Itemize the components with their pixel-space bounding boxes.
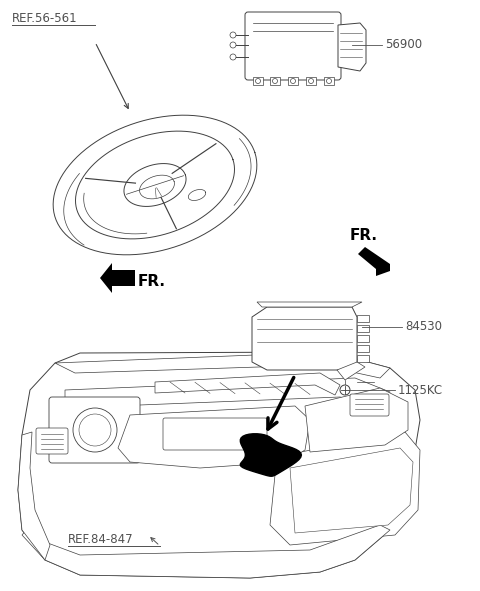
- FancyBboxPatch shape: [49, 397, 140, 463]
- Circle shape: [309, 79, 313, 83]
- Circle shape: [230, 32, 236, 38]
- Circle shape: [290, 79, 296, 83]
- Polygon shape: [118, 406, 310, 468]
- Text: 1125KC: 1125KC: [398, 384, 443, 397]
- Polygon shape: [18, 432, 50, 560]
- Polygon shape: [270, 432, 420, 545]
- Text: REF.84-847: REF.84-847: [68, 533, 133, 546]
- Polygon shape: [65, 378, 390, 408]
- FancyBboxPatch shape: [350, 394, 389, 416]
- Circle shape: [340, 385, 350, 395]
- Polygon shape: [55, 352, 390, 378]
- Bar: [357, 335, 369, 342]
- Bar: [357, 345, 369, 352]
- Polygon shape: [358, 247, 390, 276]
- Circle shape: [255, 79, 261, 83]
- FancyBboxPatch shape: [36, 428, 68, 454]
- Circle shape: [230, 42, 236, 48]
- Text: 84530: 84530: [405, 320, 442, 333]
- Bar: [288, 77, 298, 85]
- Polygon shape: [155, 373, 340, 395]
- Polygon shape: [22, 525, 390, 578]
- Bar: [253, 77, 263, 85]
- Polygon shape: [18, 352, 420, 578]
- Polygon shape: [338, 23, 366, 71]
- Polygon shape: [290, 448, 413, 533]
- Bar: [357, 315, 369, 322]
- FancyBboxPatch shape: [245, 12, 341, 80]
- Bar: [324, 77, 334, 85]
- Polygon shape: [240, 434, 301, 476]
- Polygon shape: [257, 302, 362, 307]
- Circle shape: [230, 54, 236, 60]
- Bar: [357, 325, 369, 332]
- Polygon shape: [305, 388, 408, 452]
- Text: REF.56-561: REF.56-561: [12, 12, 78, 25]
- FancyBboxPatch shape: [163, 418, 267, 450]
- Bar: [357, 355, 369, 362]
- Polygon shape: [337, 362, 365, 380]
- Circle shape: [79, 414, 111, 446]
- Bar: [306, 77, 316, 85]
- Polygon shape: [252, 307, 357, 370]
- Text: FR.: FR.: [138, 274, 166, 290]
- Bar: [270, 77, 280, 85]
- Circle shape: [326, 79, 332, 83]
- Text: FR.: FR.: [350, 229, 378, 243]
- Circle shape: [273, 79, 277, 83]
- Text: 56900: 56900: [385, 38, 422, 51]
- Circle shape: [73, 408, 117, 452]
- Polygon shape: [100, 263, 135, 293]
